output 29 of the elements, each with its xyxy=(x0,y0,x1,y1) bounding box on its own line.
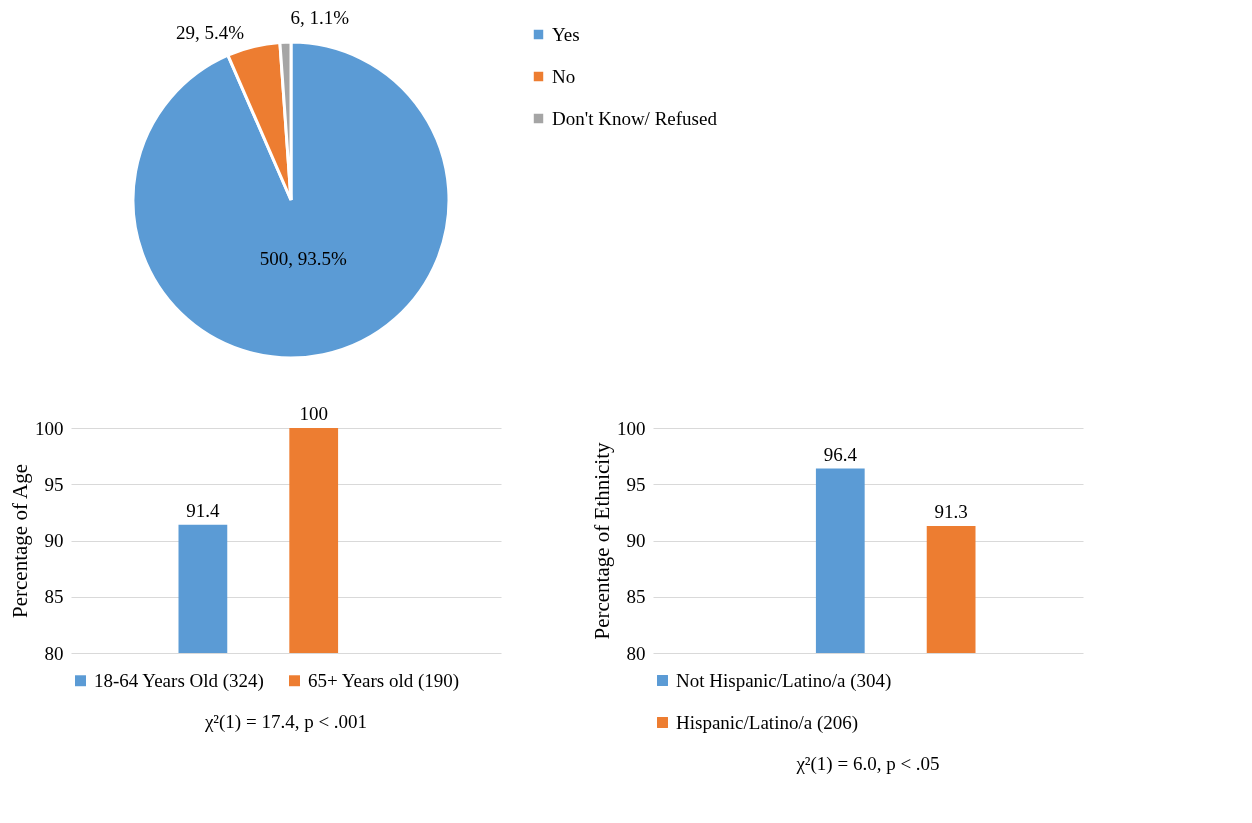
y-tick-label: 85 xyxy=(626,586,646,608)
data-label: 91.4 xyxy=(186,499,221,521)
data-label: 29, 5.4% xyxy=(175,21,245,43)
data-label: 96.4 xyxy=(823,443,858,465)
text: χ²(1) = 6.0, p < .05 xyxy=(795,753,940,775)
y-tick-label: 95 xyxy=(44,473,64,495)
y-tick-label: 80 xyxy=(44,642,64,664)
y-axis-title: Percentage of Ethnicity xyxy=(590,441,614,640)
y-tick-label: 90 xyxy=(626,530,646,551)
pie-slice xyxy=(131,40,451,360)
text: χ²(1) = 17.4, p < .001 xyxy=(203,711,368,733)
y-tick-label: 80 xyxy=(626,642,646,664)
legend-label: 18-64 Years Old (324) xyxy=(94,669,264,692)
y-axis-title: Percentage of Age xyxy=(8,464,32,618)
data-label: 500, 93.5% xyxy=(259,247,347,269)
y-tick-label: 90 xyxy=(44,530,64,551)
y-tick-label: 85 xyxy=(44,586,64,608)
legend-label: 65+ Years old (190) xyxy=(308,669,460,692)
data-label: 100 xyxy=(299,403,328,424)
legend-label: No xyxy=(552,65,576,87)
y-tick-label: 95 xyxy=(626,473,646,495)
legend-label: Don't Know/ Refused xyxy=(552,107,718,129)
legend-label: Hispanic/Latino/a (206) xyxy=(676,711,859,734)
data-label: 91.3 xyxy=(934,500,968,522)
y-tick-label: 100 xyxy=(617,417,646,439)
data-label: 6, 1.1% xyxy=(290,7,350,29)
y-tick-label: 100 xyxy=(35,417,64,439)
legend-label: Not Hispanic/Latino/a (304) xyxy=(676,669,892,692)
legend-label: Yes xyxy=(552,23,580,45)
